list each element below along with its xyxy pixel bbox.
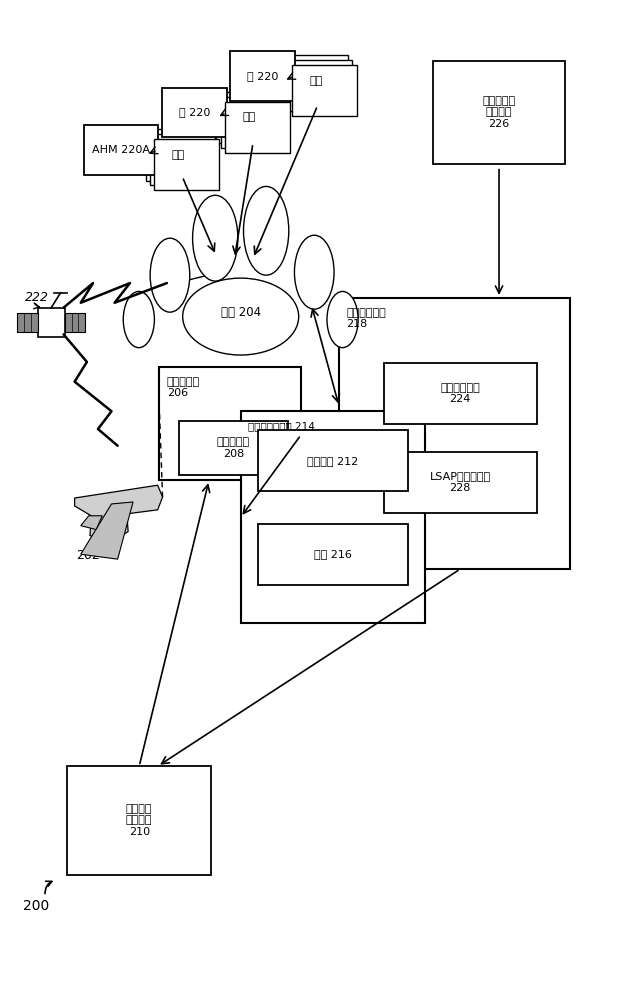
FancyBboxPatch shape (287, 60, 352, 111)
Ellipse shape (150, 238, 190, 312)
FancyBboxPatch shape (284, 55, 348, 107)
Polygon shape (81, 516, 103, 530)
FancyBboxPatch shape (146, 129, 210, 180)
Text: 非机载推理机
224: 非机载推理机 224 (440, 383, 480, 404)
Polygon shape (65, 313, 85, 332)
FancyBboxPatch shape (150, 134, 214, 185)
FancyBboxPatch shape (221, 97, 286, 148)
FancyBboxPatch shape (384, 363, 537, 424)
Text: 源 220: 源 220 (247, 71, 278, 81)
Text: 输出至显示装置 214: 输出至显示装置 214 (248, 421, 315, 431)
Polygon shape (18, 313, 38, 332)
Ellipse shape (182, 278, 299, 355)
FancyBboxPatch shape (258, 430, 408, 491)
FancyBboxPatch shape (230, 51, 294, 101)
Text: 指令 216: 指令 216 (314, 549, 352, 559)
FancyBboxPatch shape (160, 367, 301, 480)
FancyBboxPatch shape (216, 92, 281, 143)
FancyBboxPatch shape (179, 421, 288, 475)
Text: AHM 220A: AHM 220A (92, 145, 150, 155)
Text: LSAP上传工具集
228: LSAP上传工具集 228 (430, 471, 491, 493)
FancyBboxPatch shape (84, 125, 158, 175)
FancyBboxPatch shape (292, 65, 357, 116)
Text: 非机载计算机
218: 非机载计算机 218 (347, 308, 386, 329)
Polygon shape (75, 485, 162, 544)
FancyBboxPatch shape (384, 452, 537, 513)
Ellipse shape (294, 235, 334, 309)
FancyBboxPatch shape (225, 102, 289, 153)
FancyBboxPatch shape (339, 298, 570, 569)
Ellipse shape (192, 195, 238, 281)
Text: 数据: 数据 (171, 150, 184, 160)
Text: 机载推理机
208: 机载推理机 208 (217, 437, 250, 459)
Polygon shape (38, 308, 65, 337)
FancyBboxPatch shape (258, 524, 408, 585)
Text: 机载计算机
206: 机载计算机 206 (167, 377, 200, 398)
Text: 数据: 数据 (309, 76, 322, 86)
Text: 200: 200 (23, 899, 50, 913)
Ellipse shape (327, 291, 358, 348)
Text: 机载诊断
因果模型
210: 机载诊断 因果模型 210 (126, 804, 152, 837)
FancyBboxPatch shape (241, 411, 425, 623)
Text: 202: 202 (76, 549, 99, 562)
FancyBboxPatch shape (433, 61, 565, 164)
FancyBboxPatch shape (154, 139, 219, 190)
Ellipse shape (243, 186, 289, 275)
Text: 数据: 数据 (242, 112, 255, 122)
FancyBboxPatch shape (162, 88, 227, 137)
Text: 222: 222 (25, 291, 50, 304)
Ellipse shape (123, 291, 154, 348)
FancyBboxPatch shape (67, 766, 211, 875)
Text: 网络 204: 网络 204 (221, 306, 261, 319)
Polygon shape (81, 502, 133, 559)
Text: 非机载诊断
因果模型
226: 非机载诊断 因果模型 226 (482, 96, 516, 129)
Text: 维护消息 212: 维护消息 212 (308, 456, 359, 466)
Text: 源 220: 源 220 (179, 107, 210, 117)
